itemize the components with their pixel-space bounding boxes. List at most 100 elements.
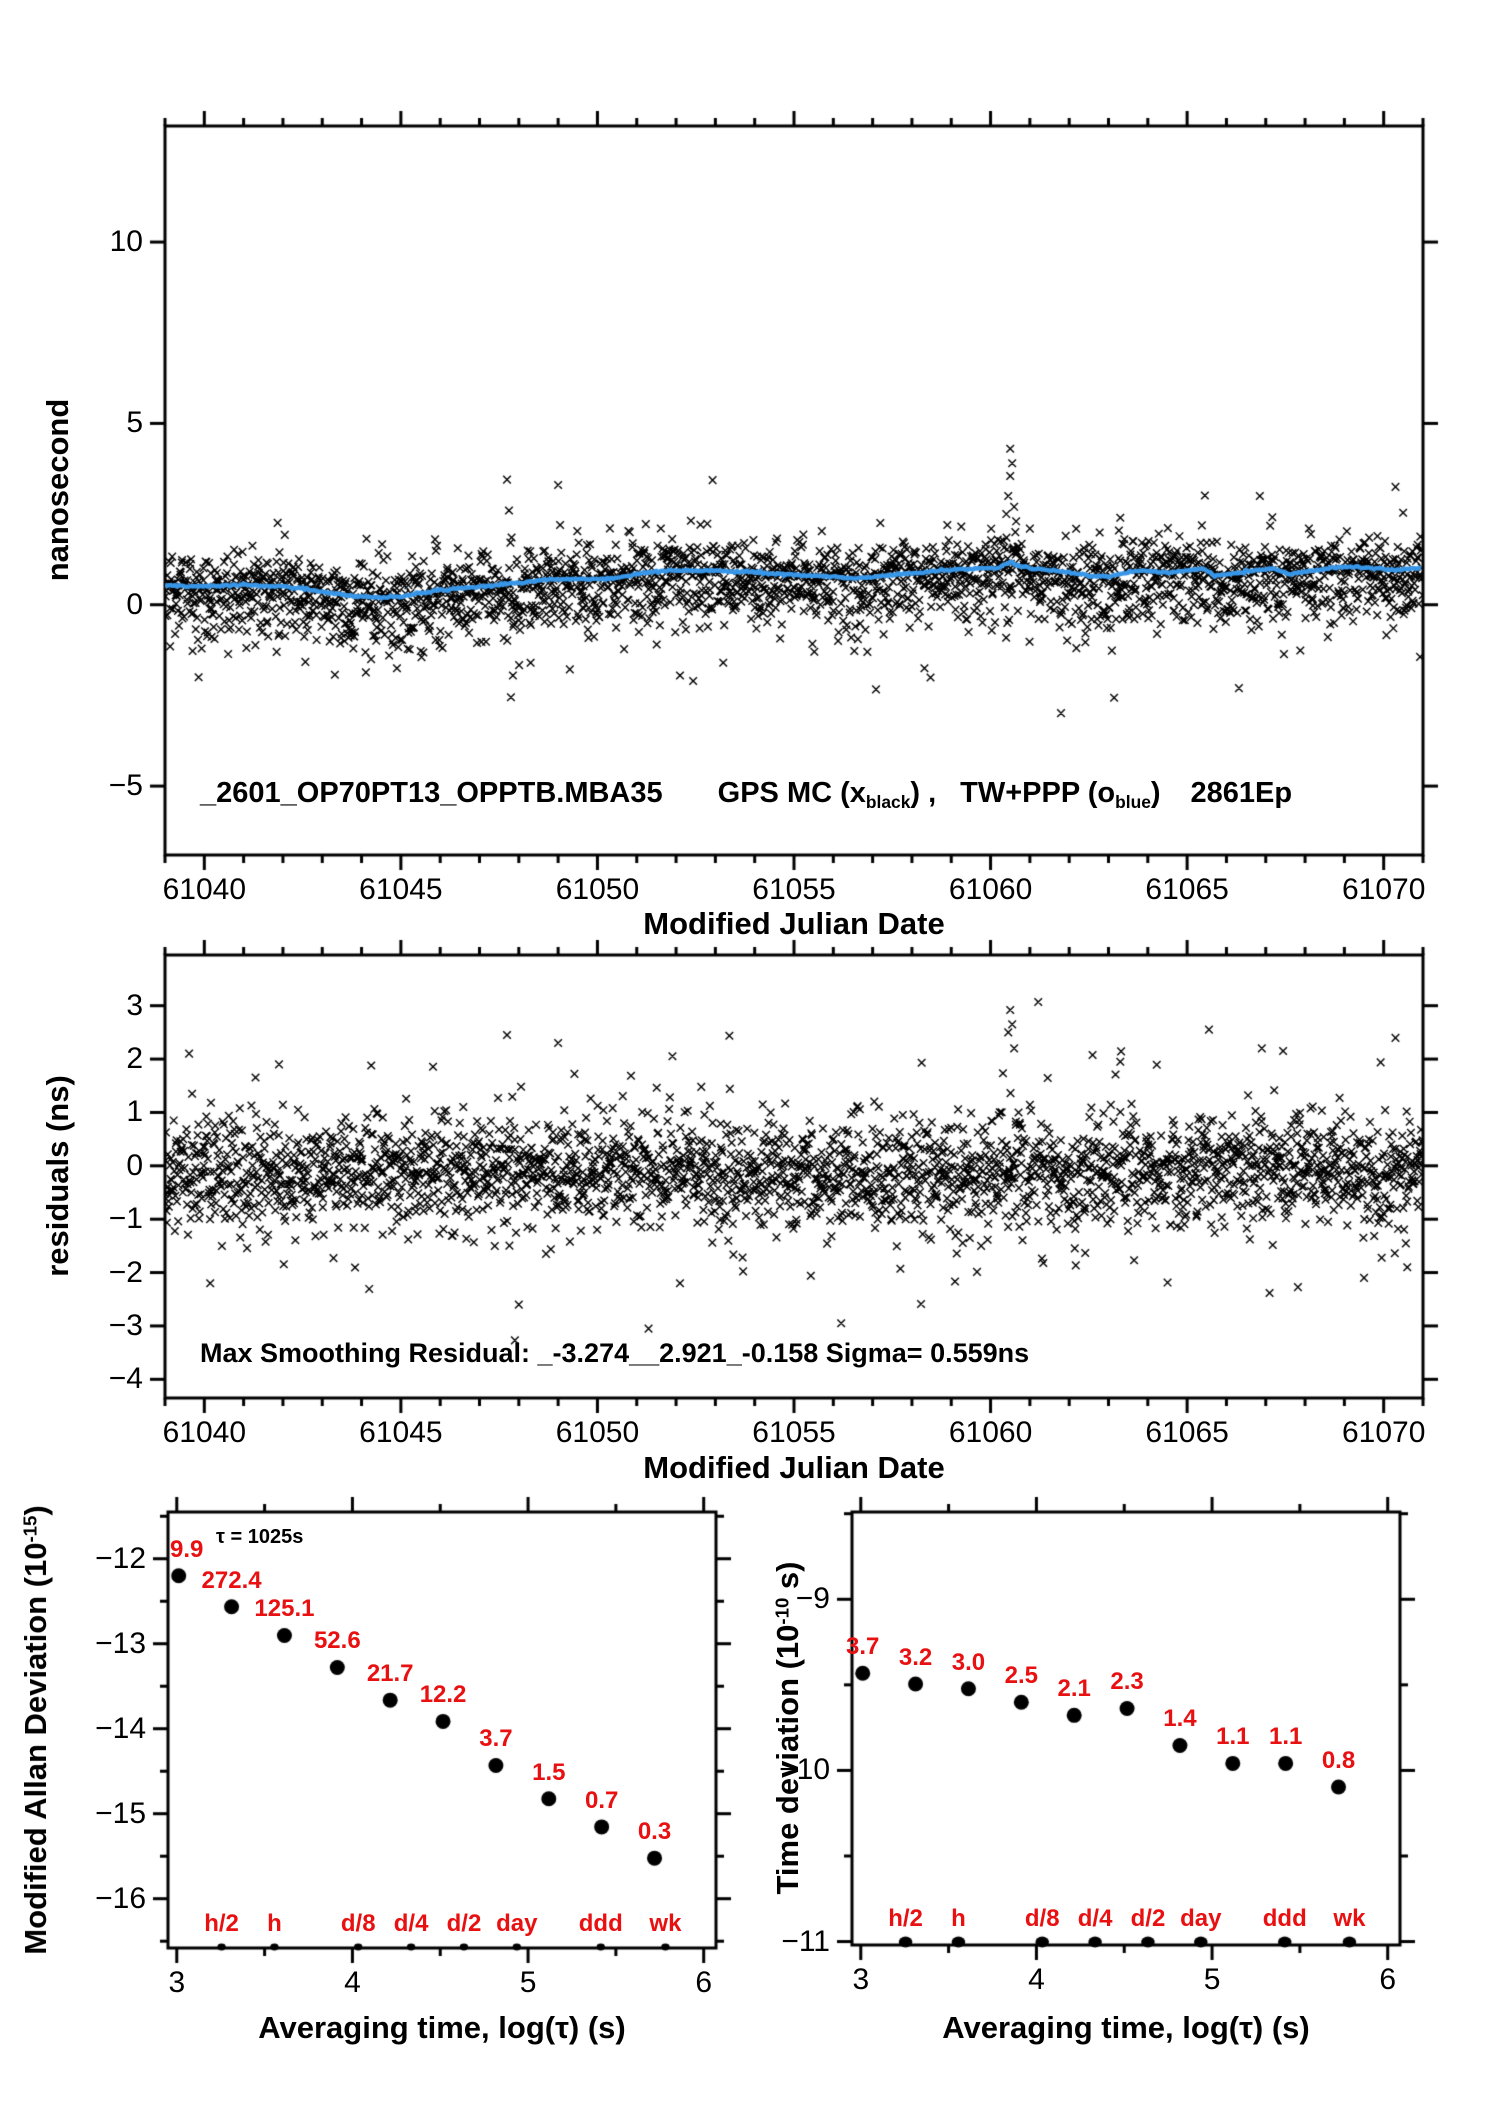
- y-tick-label: −2: [108, 1255, 143, 1289]
- point-value-label: 2.5: [1004, 1662, 1038, 1690]
- y-tick-label: 0: [126, 1148, 143, 1182]
- point-value-label: 2.3: [1110, 1668, 1144, 1696]
- x-tick-label: 5: [519, 1966, 537, 1999]
- tw-series-post: ): [1150, 777, 1161, 809]
- x-tick-label: 4: [1028, 1963, 1045, 1996]
- gps-series-label: GPS MC (x: [717, 777, 866, 809]
- tdev-x-axis-title: Averaging time, log(τ) (s): [942, 2010, 1310, 2045]
- point-value-label: 21.7: [366, 1660, 414, 1688]
- x-tick-label: 61050: [555, 873, 640, 906]
- y-tick-label: 3: [126, 988, 143, 1022]
- x-tick-label: 4: [344, 1966, 361, 1999]
- tau-grid-label: d/2: [1130, 1905, 1166, 1932]
- x-tick-label: 61040: [162, 873, 247, 906]
- point-value-label: 0.8: [1321, 1747, 1356, 1775]
- x-tick-label: 61060: [948, 1416, 1033, 1449]
- y-tick-label: −12: [95, 1541, 146, 1575]
- y-tick-label: −4: [108, 1362, 143, 1396]
- residuals-x-axis-title: Modified Julian Date: [643, 1450, 945, 1485]
- tau-annotation: τ = 1025s: [216, 1526, 304, 1548]
- mdev-x-axis-title: Averaging time, log(τ) (s): [258, 2010, 626, 2045]
- mdev-y-title-exponent: -15: [19, 1515, 41, 1543]
- y-tick-label: −9: [795, 1582, 830, 1616]
- tau-grid-label: h/2: [888, 1905, 923, 1932]
- point-value-label: 3.0: [951, 1648, 986, 1676]
- x-tick-label: 3: [168, 1966, 186, 1999]
- comparison-id-label: _2601_OP70PT13_OPPTB.MBA35: [200, 777, 663, 809]
- y-tick-label: −5: [108, 769, 143, 803]
- mdev-y-title-close: ): [18, 1505, 53, 1516]
- top-panel-x-axis-title: Modified Julian Date: [643, 906, 945, 941]
- x-tick-label: 61045: [359, 873, 443, 906]
- x-tick-label: 61070: [1341, 873, 1426, 906]
- mdev-y-axis-title: Modified Allan Deviation (10-15): [18, 1505, 54, 1954]
- point-value-label: 1.1: [1268, 1723, 1303, 1751]
- tau-grid-label: h/2: [204, 1910, 239, 1937]
- y-tick-label: 1: [126, 1095, 143, 1129]
- mdev-y-title-main: Modified Allan Deviation (10: [18, 1542, 53, 1955]
- point-value-label: 2.1: [1057, 1675, 1091, 1703]
- x-tick-label: 3: [852, 1963, 870, 1996]
- epoch-count-label: 2861Ep: [1190, 777, 1293, 809]
- gps-series-post: ) ,: [910, 777, 937, 809]
- point-value-label: 0.7: [584, 1786, 619, 1814]
- point-value-label: 0.3: [637, 1818, 672, 1846]
- x-tick-label: 5: [1203, 1963, 1221, 1996]
- tau-grid-label: day: [496, 1910, 538, 1937]
- y-tick-label: −16: [95, 1881, 146, 1915]
- x-tick-label: 6: [1379, 1963, 1397, 1996]
- y-tick-label: 10: [109, 225, 143, 259]
- y-tick-label: −14: [95, 1711, 146, 1745]
- x-tick-label: 61045: [359, 1416, 443, 1449]
- y-tick-label: −1: [108, 1202, 143, 1236]
- point-value-label: 1.4: [1163, 1705, 1197, 1733]
- tau-grid-label: h: [267, 1910, 282, 1937]
- y-tick-label: −3: [108, 1308, 143, 1342]
- tau-grid-label: d/8: [340, 1910, 376, 1937]
- point-value-label: 3.7: [479, 1725, 513, 1753]
- tau-grid-label: ddd: [1262, 1905, 1307, 1932]
- tw-series-sub: blue: [1115, 792, 1151, 813]
- x-tick-label: 61055: [752, 873, 836, 906]
- point-value-label: 3.7: [846, 1633, 880, 1661]
- tau-grid-label: h: [951, 1905, 966, 1932]
- point-value-label: 272.4: [201, 1566, 262, 1594]
- tau-grid-label: wk: [1333, 1905, 1366, 1932]
- point-value-label: 9.9: [170, 1535, 204, 1563]
- tau-grid-label: d/8: [1024, 1905, 1060, 1932]
- tau-grid-label: ddd: [578, 1910, 623, 1937]
- x-tick-label: 61070: [1341, 1416, 1426, 1449]
- tau-grid-label: d/4: [1077, 1905, 1113, 1932]
- residuals-annotation: Max Smoothing Residual: _-3.274__2.921_-…: [200, 1338, 1030, 1368]
- gps-series-sub: black: [865, 792, 911, 813]
- x-tick-label: 61050: [555, 1416, 640, 1449]
- top-panel-annotation: _2601_OP70PT13_OPPTB.MBA35 GPS MC (xblack…: [200, 777, 1292, 813]
- y-tick-label: −15: [95, 1796, 146, 1830]
- y-tick-label: 2: [126, 1042, 143, 1076]
- tau-grid-label: day: [1180, 1905, 1222, 1932]
- y-tick-label: −10: [779, 1753, 830, 1787]
- x-tick-label: 61065: [1145, 873, 1229, 906]
- tau-grid-label: d/2: [446, 1910, 482, 1937]
- x-tick-label: 61055: [752, 1416, 836, 1449]
- y-tick-label: −13: [95, 1626, 146, 1660]
- top-panel-y-axis-title: nanosecond: [40, 398, 75, 582]
- y-tick-label: 0: [126, 587, 143, 621]
- point-value-label: 3.2: [898, 1644, 933, 1671]
- x-tick-label: 61040: [162, 1416, 247, 1449]
- x-tick-label: 6: [695, 1966, 713, 1999]
- point-value-label: 125.1: [254, 1595, 315, 1623]
- residuals-y-axis-title: residuals (ns): [40, 1075, 75, 1277]
- y-tick-label: −11: [781, 1924, 830, 1958]
- x-tick-label: 61060: [948, 873, 1033, 906]
- point-value-label: 1.1: [1216, 1723, 1250, 1751]
- point-value-label: 12.2: [419, 1681, 467, 1709]
- tw-series-label: TW+PPP (o: [960, 777, 1116, 809]
- x-tick-label: 61065: [1145, 1416, 1229, 1449]
- tau-grid-label: d/4: [393, 1910, 429, 1937]
- point-value-label: 52.6: [313, 1627, 361, 1655]
- point-value-label: 1.5: [532, 1758, 566, 1786]
- y-tick-label: 5: [126, 406, 143, 440]
